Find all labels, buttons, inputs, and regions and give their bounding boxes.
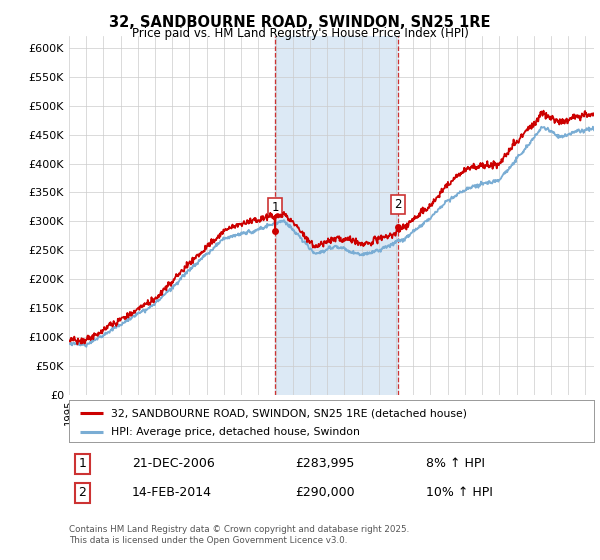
Text: 32, SANDBOURNE ROAD, SWINDON, SN25 1RE: 32, SANDBOURNE ROAD, SWINDON, SN25 1RE: [109, 15, 491, 30]
Text: 32, SANDBOURNE ROAD, SWINDON, SN25 1RE (detached house): 32, SANDBOURNE ROAD, SWINDON, SN25 1RE (…: [111, 408, 467, 418]
Text: 8% ↑ HPI: 8% ↑ HPI: [426, 457, 485, 470]
Text: £283,995: £283,995: [295, 457, 354, 470]
Text: 1: 1: [78, 457, 86, 470]
Bar: [275, 36, 398, 395]
Text: 14-FEB-2014: 14-FEB-2014: [132, 486, 212, 500]
Text: 10% ↑ HPI: 10% ↑ HPI: [426, 486, 493, 500]
Text: 2: 2: [78, 486, 86, 500]
Text: 21-DEC-2006: 21-DEC-2006: [132, 457, 215, 470]
Text: HPI: Average price, detached house, Swindon: HPI: Average price, detached house, Swin…: [111, 427, 360, 437]
Text: Contains HM Land Registry data © Crown copyright and database right 2025.
This d: Contains HM Land Registry data © Crown c…: [69, 525, 409, 545]
Text: £290,000: £290,000: [295, 486, 355, 500]
Text: 1: 1: [271, 202, 279, 214]
Text: 2: 2: [394, 198, 402, 211]
Text: Price paid vs. HM Land Registry's House Price Index (HPI): Price paid vs. HM Land Registry's House …: [131, 27, 469, 40]
